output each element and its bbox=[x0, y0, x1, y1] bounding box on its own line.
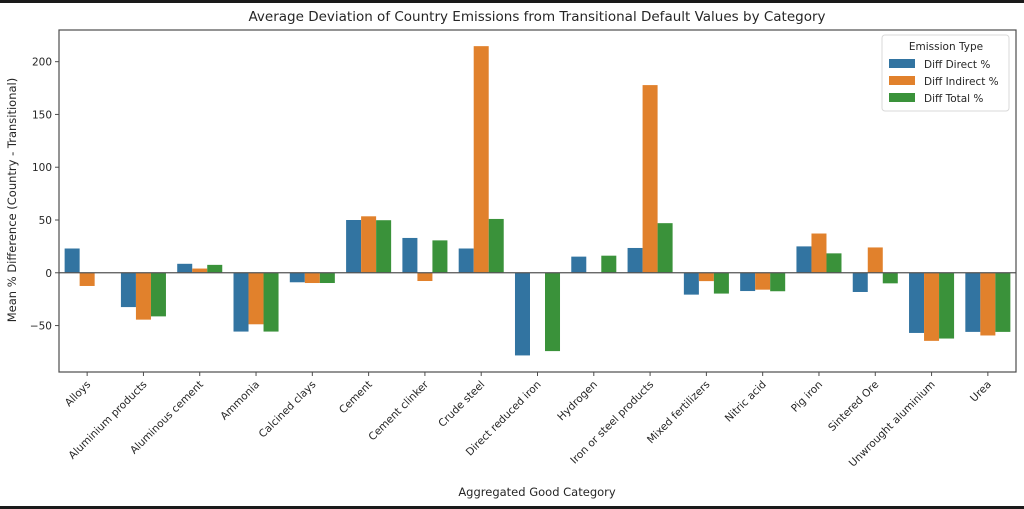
x-tick-label: Nitric acid bbox=[723, 379, 769, 425]
bar-diff-direct-hydrogen bbox=[571, 256, 587, 273]
bar-diff-total-unwrought-aluminium bbox=[939, 272, 955, 339]
legend-box bbox=[881, 34, 1010, 112]
bars-group bbox=[64, 46, 1011, 356]
bar-diff-indirect-cement bbox=[361, 216, 377, 273]
bar-diff-total-cement bbox=[376, 220, 392, 273]
bar-diff-direct-iron-or-steel-products bbox=[627, 247, 643, 273]
legend-entry: Diff Indirect % bbox=[924, 76, 999, 88]
bar-diff-direct-pig-iron bbox=[796, 246, 812, 273]
y-tick-label: 100 bbox=[32, 162, 52, 174]
bar-diff-direct-mixed-fertilizers bbox=[683, 272, 699, 295]
y-tick-label: 50 bbox=[39, 215, 52, 227]
bar-diff-total-direct-reduced-iron bbox=[545, 272, 561, 352]
legend-swatch bbox=[889, 93, 915, 102]
bar-diff-total-sintered-ore bbox=[882, 272, 898, 284]
bottom-border bbox=[0, 506, 1024, 509]
legend: Emission Type Diff Direct % Diff Indirect … bbox=[881, 34, 1010, 112]
bar-diff-indirect-calcined-clays bbox=[304, 272, 320, 284]
y-tick-label: 200 bbox=[32, 57, 52, 69]
top-border bbox=[0, 0, 1024, 3]
bar-diff-direct-crude-steel bbox=[458, 248, 474, 273]
bar-diff-direct-cement bbox=[346, 220, 362, 273]
bar-diff-indirect-crude-steel bbox=[473, 46, 489, 273]
bar-diff-indirect-sintered-ore bbox=[867, 247, 883, 273]
bar-diff-total-crude-steel bbox=[488, 218, 504, 273]
bar-diff-indirect-urea bbox=[980, 272, 996, 336]
bar-diff-indirect-cement-clinker bbox=[417, 272, 433, 282]
x-axis-label: Aggregated Good Category bbox=[458, 485, 616, 499]
y-tick-label: 150 bbox=[32, 109, 52, 121]
bar-diff-direct-nitric-acid bbox=[740, 272, 756, 292]
bar-diff-total-aluminous-cement bbox=[207, 264, 223, 273]
x-tick-label: Sintered Ore bbox=[826, 379, 881, 434]
bar-diff-indirect-alloys bbox=[79, 272, 95, 286]
y-tick-label: 0 bbox=[45, 268, 52, 280]
x-tick-label: Hydrogen bbox=[555, 379, 600, 424]
bar-diff-direct-sintered-ore bbox=[852, 272, 868, 292]
bar-diff-total-iron-or-steel-products bbox=[657, 223, 673, 273]
bar-diff-indirect-aluminium-products bbox=[135, 272, 151, 320]
x-tick-label: Alloys bbox=[63, 379, 94, 410]
legend-swatch bbox=[889, 76, 915, 85]
bar-diff-direct-direct-reduced-iron bbox=[514, 272, 530, 356]
bar-diff-total-urea bbox=[995, 272, 1011, 332]
legend-title: Emission Type bbox=[909, 41, 983, 53]
x-tick-label: Urea bbox=[968, 379, 994, 405]
bar-diff-total-mixed-fertilizers bbox=[713, 272, 729, 294]
bar-diff-direct-cement-clinker bbox=[402, 237, 418, 273]
bar-diff-total-nitric-acid bbox=[770, 272, 786, 292]
x-tick-label: Ammonia bbox=[218, 379, 262, 423]
bar-diff-direct-calcined-clays bbox=[289, 272, 305, 283]
bar-diff-total-pig-iron bbox=[826, 253, 842, 273]
x-tick-label: Cement bbox=[337, 379, 375, 417]
x-tick-label: Mixed fertilizers bbox=[645, 379, 712, 446]
bar-diff-indirect-nitric-acid bbox=[755, 272, 771, 290]
y-axis-label: Mean % Difference (Country - Transitiona… bbox=[5, 78, 19, 323]
legend-entry: Diff Direct % bbox=[924, 59, 990, 71]
bar-diff-indirect-mixed-fertilizers bbox=[698, 272, 714, 282]
bar-diff-indirect-ammonia bbox=[248, 272, 264, 325]
bar-diff-direct-unwrought-aluminium bbox=[909, 272, 925, 333]
bar-diff-total-hydrogen bbox=[601, 255, 617, 273]
x-tick-label: Crude steel bbox=[436, 379, 487, 430]
bar-diff-total-calcined-clays bbox=[319, 272, 335, 284]
x-tick-label: Cement clinker bbox=[366, 378, 431, 443]
chart-title: Average Deviation of Country Emissions f… bbox=[248, 9, 825, 25]
bar-diff-direct-aluminous-cement bbox=[177, 263, 193, 273]
bar-diff-total-cement-clinker bbox=[432, 240, 448, 273]
bar-diff-indirect-pig-iron bbox=[811, 233, 827, 273]
bar-diff-indirect-iron-or-steel-products bbox=[642, 85, 658, 273]
bar-diff-indirect-unwrought-aluminium bbox=[924, 272, 940, 341]
bar-diff-direct-ammonia bbox=[233, 272, 249, 332]
legend-entry: Diff Total % bbox=[924, 93, 983, 105]
bar-diff-total-ammonia bbox=[263, 272, 279, 332]
bar-diff-direct-alloys bbox=[64, 248, 80, 273]
y-tick-label: −50 bbox=[30, 321, 52, 333]
x-tick-label: Pig iron bbox=[789, 379, 825, 415]
x-tick-label: Calcined clays bbox=[257, 379, 319, 441]
bar-diff-direct-urea bbox=[965, 272, 981, 332]
legend-swatch bbox=[889, 59, 915, 68]
bar-diff-total-aluminium-products bbox=[150, 272, 166, 317]
bar-diff-indirect-aluminous-cement bbox=[192, 268, 208, 273]
plot-frame bbox=[58, 29, 1017, 373]
bar-diff-direct-aluminium-products bbox=[120, 272, 136, 308]
